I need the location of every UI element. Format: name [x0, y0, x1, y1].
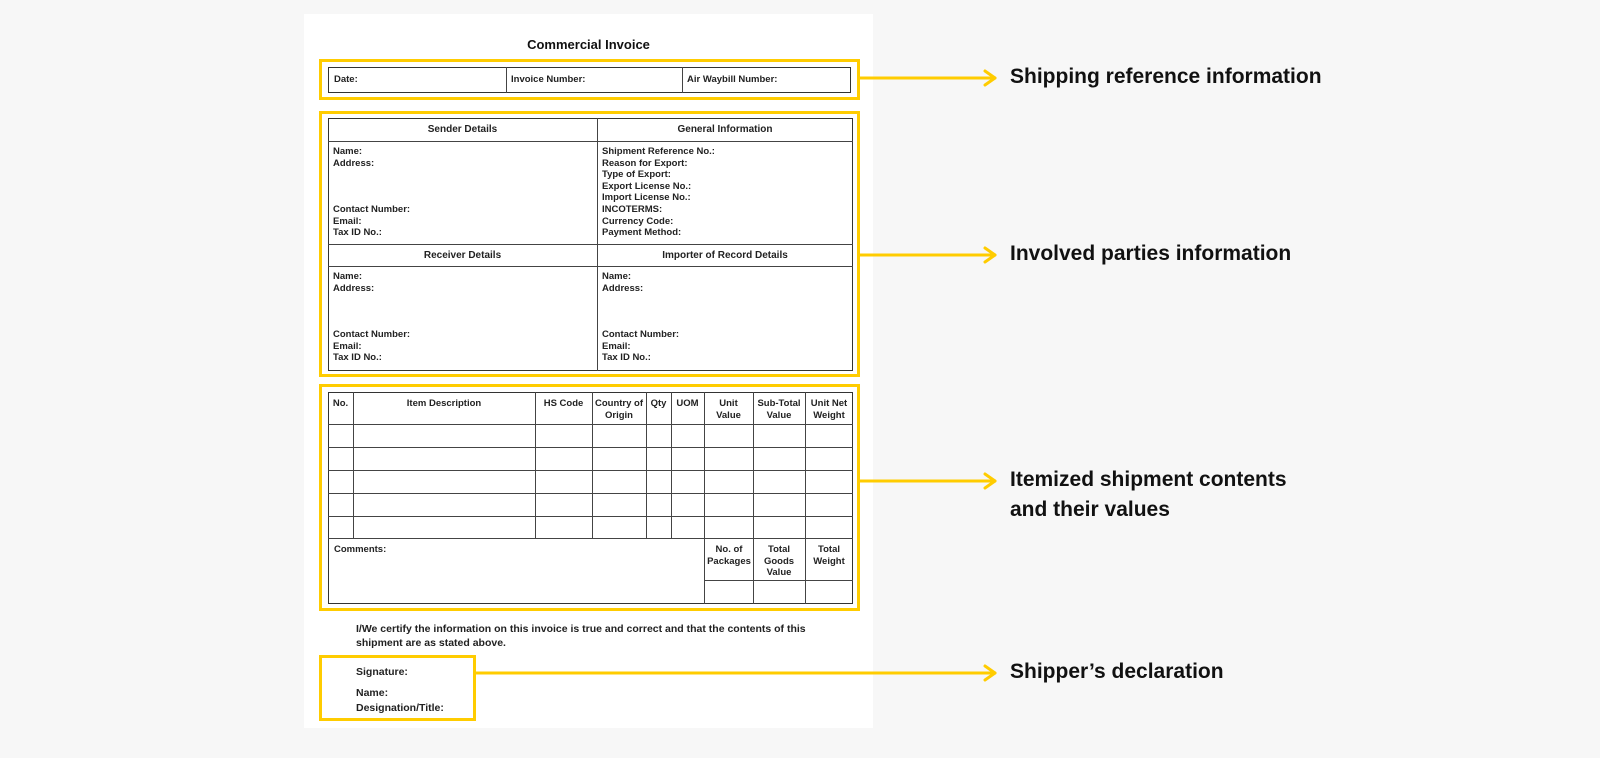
name-label: Name: [356, 687, 389, 699]
field-label: Tax ID No.: [333, 227, 382, 239]
annotation-items: Itemized shipment contents and their val… [1010, 468, 1287, 521]
field-label: Payment Method: [602, 227, 682, 239]
arrow-head-icon [983, 472, 997, 490]
arrow-head-icon [983, 664, 997, 682]
certification-text: I/We certify the information on this inv… [356, 623, 806, 649]
signature-label: Signature: [356, 666, 408, 678]
importer-fields: Name: Address: [602, 271, 643, 294]
annotation-parties: Involved parties information [1010, 242, 1292, 265]
grid-line [328, 516, 853, 518]
field-label: Reason for Export: [602, 157, 688, 169]
grid-line [353, 392, 355, 538]
divider [328, 266, 853, 268]
grid-line [328, 470, 853, 472]
grid-line [535, 392, 537, 538]
grid-line [328, 538, 853, 540]
receiver-fields: Name: Address: [333, 271, 374, 294]
invoice-number-label: Invoice Number: [511, 74, 586, 85]
total-header: Total Goods Value [763, 544, 795, 578]
grid-line [328, 493, 853, 495]
importer-heading: Importer of Record Details [662, 250, 788, 261]
col-header: Unit Value [716, 398, 741, 421]
arrow-head-icon [983, 246, 997, 264]
air-waybill-label: Air Waybill Number: [687, 74, 778, 85]
field-label: Contact Number: [333, 204, 411, 215]
divider [328, 244, 853, 246]
field-label: INCOTERMS: [602, 203, 663, 215]
field-label: Name: [333, 271, 363, 282]
field-label: Email: [333, 215, 362, 227]
col-header: Item Description [406, 398, 482, 409]
field-label: Tax ID No.: [602, 352, 651, 364]
items-table [328, 392, 853, 604]
invoice-title: Commercial Invoice [527, 37, 650, 52]
highlight-items [319, 384, 860, 611]
grid-line [592, 392, 594, 538]
field-label: Type of Export: [602, 169, 671, 181]
total-header: Total Weight [813, 544, 845, 567]
col-header: Country of Origin [594, 398, 644, 421]
general-heading: General Information [677, 124, 773, 135]
field-label: Address: [602, 282, 644, 294]
sender-contact-fields: Contact Number: Email: Tax ID No.: [333, 204, 410, 239]
field-label: Address: [333, 282, 375, 294]
field-label: Name: [602, 271, 632, 282]
field-label: Name: [333, 146, 363, 157]
grid-line [646, 392, 648, 538]
divider [682, 67, 684, 93]
grid-line [328, 424, 853, 426]
annotation-declaration: Shipper’s declaration [1010, 660, 1224, 683]
highlight-declaration [319, 655, 476, 721]
divider [506, 67, 508, 93]
field-label: Contact Number: [333, 329, 411, 340]
col-header: Unit Net Weight [810, 398, 848, 421]
field-label: Tax ID No.: [333, 352, 382, 364]
designation-label: Designation/Title: [356, 702, 444, 714]
receiver-heading: Receiver Details [423, 250, 502, 261]
field-label: Address: [333, 157, 375, 169]
highlight-parties [319, 111, 860, 377]
col-header: Qty [650, 398, 667, 409]
col-header: No. [332, 398, 349, 409]
field-label: Shipment Reference No.: [602, 146, 715, 157]
reference-table [328, 67, 851, 93]
grid-line [671, 392, 673, 538]
sender-heading: Sender Details [427, 124, 498, 135]
annotation-shipping-reference: Shipping reference information [1010, 65, 1322, 88]
highlight-shipping-reference [319, 59, 860, 100]
field-label: Currency Code: [602, 215, 674, 227]
grid-line [753, 392, 755, 604]
total-header: No. of Packages [707, 544, 751, 567]
grid-line [328, 447, 853, 449]
field-label: Email: [602, 340, 631, 352]
grid-line [704, 392, 706, 604]
field-label: Contact Number: [602, 329, 680, 340]
grid-line [805, 392, 807, 604]
col-header: UOM [676, 398, 699, 409]
col-header: Sub-Total Value [757, 398, 801, 421]
comments-label: Comments: [334, 544, 387, 555]
arrow-head-icon [983, 69, 997, 87]
field-label: Import License No.: [602, 192, 691, 204]
importer-contact-fields: Contact Number: Email: Tax ID No.: [602, 329, 679, 364]
receiver-contact-fields: Contact Number: Email: Tax ID No.: [333, 329, 410, 364]
date-label: Date: [334, 74, 358, 85]
field-label: Email: [333, 340, 362, 352]
grid-line [704, 580, 853, 582]
divider [328, 141, 853, 143]
general-fields: Shipment Reference No.: Reason for Expor… [602, 146, 715, 239]
sender-fields: Name: Address: [333, 146, 374, 169]
col-header: HS Code [543, 398, 584, 409]
field-label: Export License No.: [602, 180, 692, 192]
